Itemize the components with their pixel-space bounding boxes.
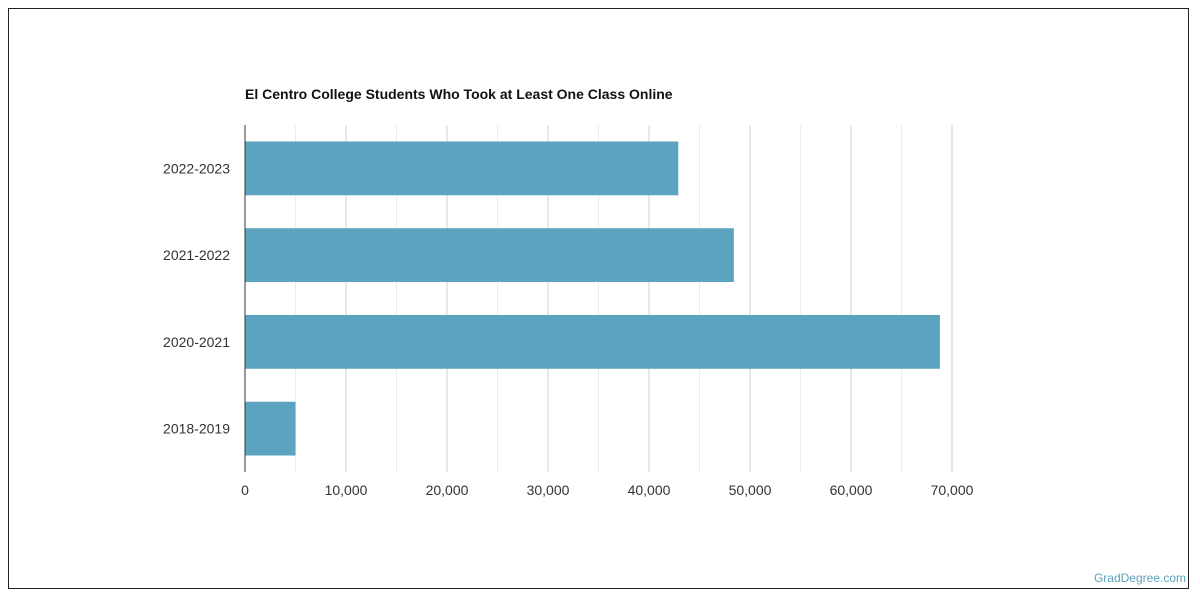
y-tick-label: 2022-2023	[163, 160, 230, 176]
x-tick-label: 20,000	[426, 482, 469, 498]
x-tick-label: 10,000	[325, 482, 368, 498]
bar	[245, 141, 679, 196]
bar	[245, 228, 734, 283]
x-tick-label: 0	[241, 482, 249, 498]
x-tick-label: 70,000	[931, 482, 974, 498]
y-tick-label: 2021-2022	[163, 247, 230, 263]
bar	[245, 401, 296, 456]
x-tick-label: 50,000	[729, 482, 772, 498]
watermark-link[interactable]: GradDegree.com	[1093, 571, 1186, 585]
x-tick-label: 60,000	[830, 482, 873, 498]
y-tick-label: 2018-2019	[163, 421, 230, 437]
chart-title: El Centro College Students Who Took at L…	[245, 86, 673, 102]
x-tick-label: 30,000	[527, 482, 570, 498]
y-tick-label: 2020-2021	[163, 334, 230, 350]
bar	[245, 314, 940, 369]
x-tick-label: 40,000	[628, 482, 671, 498]
